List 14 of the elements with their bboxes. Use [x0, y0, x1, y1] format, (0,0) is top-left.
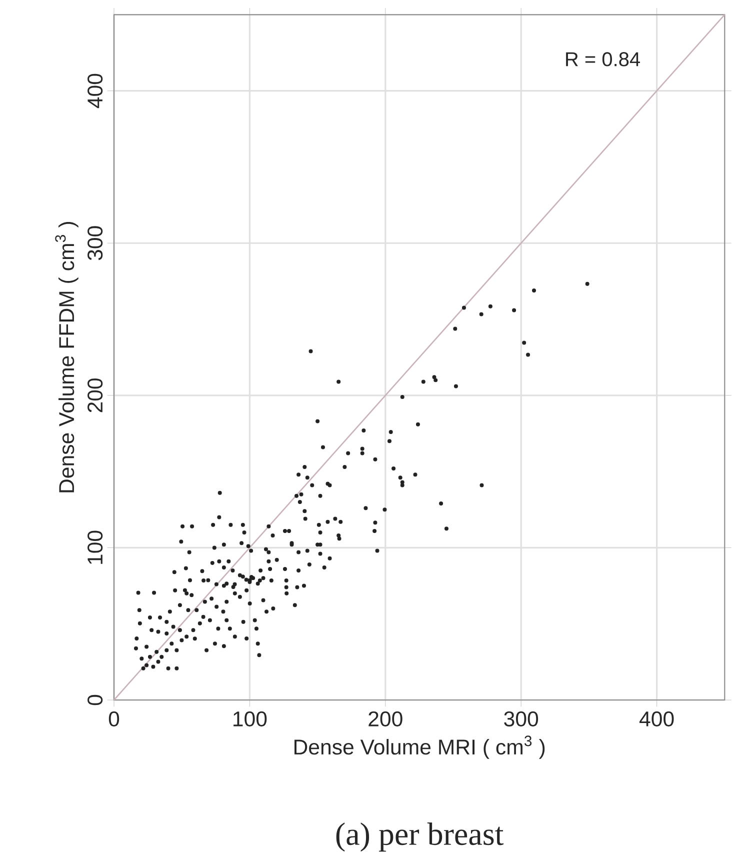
- x-tick-label: 400: [639, 711, 674, 726]
- x-tick-label: 300: [504, 711, 538, 726]
- x-tick-label: 0: [108, 711, 120, 726]
- y-tick-label: 0: [88, 694, 103, 706]
- text: (a) per breast: [336, 822, 504, 852]
- y-axis-title: Dense Volume FFDM ( cm$^{3}$ ): [55, 222, 78, 492]
- y-tick-label: 200: [88, 378, 103, 412]
- annotation: R = 0.84: [566, 52, 640, 66]
- x-tick-label: 200: [368, 711, 402, 726]
- y-tick-label: 100: [88, 530, 103, 564]
- y-tick-label: 300: [88, 226, 103, 260]
- y-tick-label: 400: [88, 74, 103, 108]
- x-tick-label: 100: [234, 711, 267, 726]
- x-axis-title: Dense Volume MRI ( cm$^{3}$ ): [294, 736, 545, 759]
